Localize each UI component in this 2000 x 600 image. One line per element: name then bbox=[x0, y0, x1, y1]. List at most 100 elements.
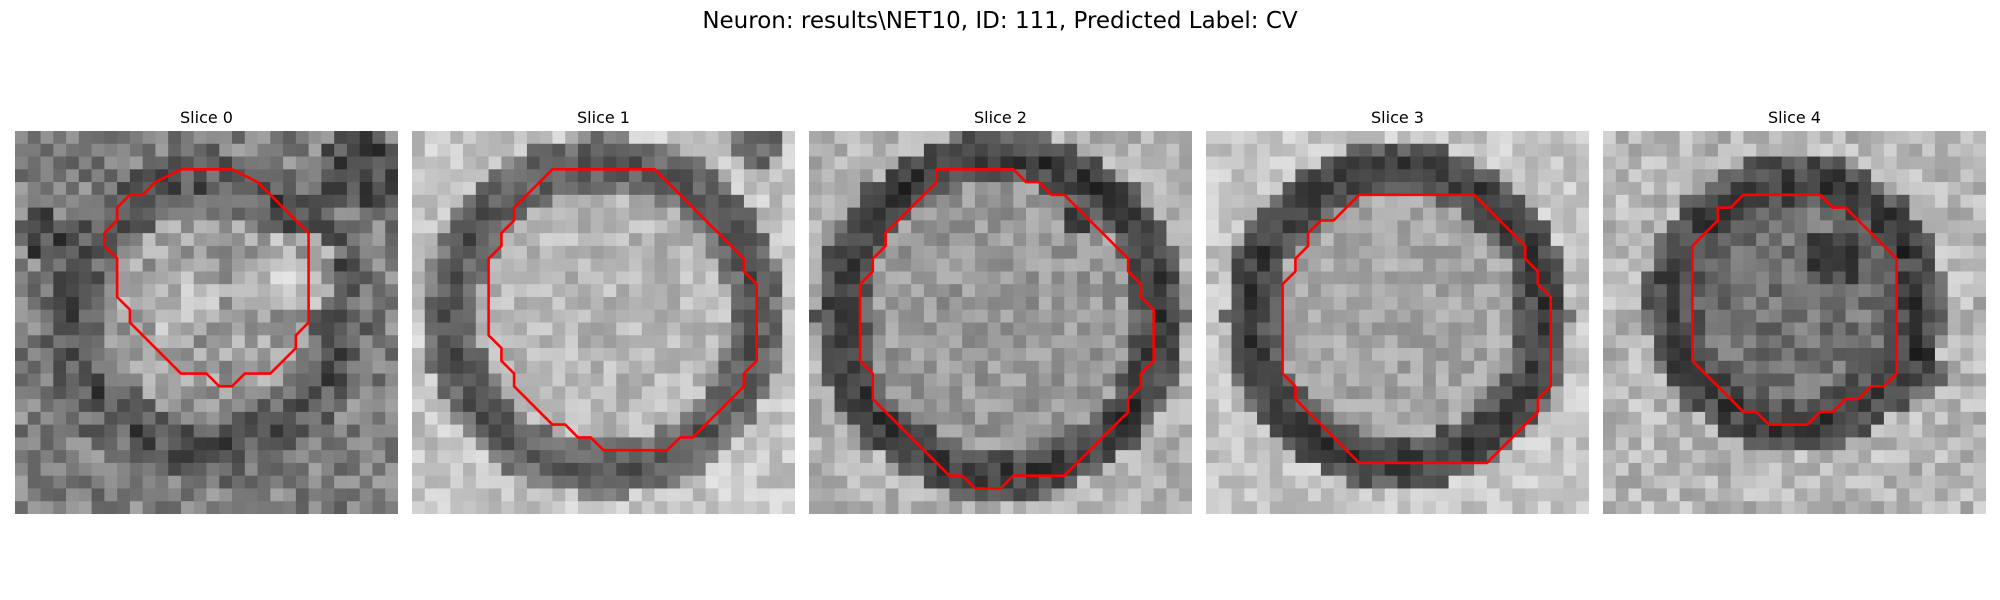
pixel bbox=[1756, 437, 1770, 451]
pixel bbox=[1397, 194, 1411, 209]
pixel bbox=[1896, 501, 1910, 514]
pixel bbox=[1705, 450, 1719, 464]
pixel bbox=[27, 309, 42, 324]
pixel bbox=[974, 271, 989, 285]
pixel bbox=[718, 373, 732, 387]
pixel bbox=[1525, 143, 1539, 158]
pixel bbox=[295, 462, 310, 477]
pixel bbox=[193, 411, 208, 426]
pixel bbox=[232, 348, 246, 362]
pixel bbox=[1628, 437, 1642, 451]
pixel bbox=[898, 411, 912, 426]
pixel bbox=[1320, 169, 1335, 183]
pixel bbox=[270, 245, 284, 260]
pixel bbox=[1435, 233, 1450, 247]
pixel bbox=[1153, 322, 1168, 336]
pixel bbox=[27, 335, 42, 349]
pixel bbox=[1550, 360, 1565, 375]
pixel bbox=[1832, 258, 1847, 273]
pixel bbox=[1038, 475, 1053, 490]
pixel bbox=[756, 335, 771, 349]
pixel bbox=[78, 411, 93, 426]
pixel bbox=[1218, 245, 1233, 260]
pixel bbox=[1576, 424, 1589, 438]
pixel bbox=[501, 386, 515, 400]
pixel bbox=[1628, 309, 1642, 324]
pixel bbox=[180, 143, 195, 158]
pixel bbox=[206, 182, 220, 196]
pixel bbox=[129, 335, 144, 349]
pixel bbox=[1883, 296, 1898, 311]
pixel bbox=[193, 220, 208, 234]
pixel bbox=[782, 386, 795, 400]
pixel bbox=[1730, 233, 1745, 247]
pixel bbox=[1218, 322, 1233, 336]
pixel bbox=[1128, 182, 1142, 196]
pixel bbox=[372, 360, 386, 375]
pixel bbox=[385, 156, 398, 170]
pixel bbox=[1000, 437, 1014, 451]
pixel bbox=[962, 348, 976, 362]
pixel bbox=[756, 245, 771, 260]
pixel bbox=[1934, 182, 1949, 196]
pixel bbox=[1654, 169, 1668, 183]
pixel bbox=[117, 207, 131, 221]
pixel bbox=[577, 424, 592, 438]
pixel bbox=[526, 462, 541, 477]
pixel bbox=[1269, 143, 1284, 158]
pixel bbox=[1768, 220, 1783, 234]
pixel bbox=[1871, 143, 1885, 158]
pixel bbox=[1140, 309, 1155, 324]
pixel bbox=[1231, 450, 1245, 464]
pixel bbox=[1858, 488, 1872, 502]
pixel bbox=[987, 220, 1002, 234]
pixel bbox=[1832, 194, 1847, 209]
pixel bbox=[1705, 437, 1719, 451]
pixel bbox=[1461, 335, 1475, 349]
pixel bbox=[475, 258, 490, 273]
pixel bbox=[308, 373, 322, 387]
pixel bbox=[1807, 156, 1821, 170]
pixel bbox=[667, 335, 681, 349]
slice-image-0 bbox=[15, 131, 398, 514]
pixel bbox=[321, 475, 335, 490]
pixel bbox=[1641, 501, 1655, 514]
pixel bbox=[923, 169, 938, 183]
pixel bbox=[91, 335, 105, 349]
pixel bbox=[232, 411, 246, 426]
pixel bbox=[206, 488, 220, 502]
pixel bbox=[552, 437, 566, 451]
pixel bbox=[1537, 169, 1552, 183]
pixel bbox=[641, 411, 656, 426]
pixel bbox=[1410, 322, 1424, 336]
pixel bbox=[1346, 488, 1360, 502]
pixel bbox=[1320, 258, 1335, 273]
pixel bbox=[1832, 437, 1847, 451]
pixel bbox=[885, 386, 899, 400]
pixel bbox=[1641, 386, 1655, 400]
pixel bbox=[424, 462, 439, 477]
pixel bbox=[1909, 322, 1923, 336]
pixel bbox=[526, 233, 541, 247]
pixel bbox=[1692, 156, 1706, 170]
pixel bbox=[834, 335, 848, 349]
pixel bbox=[821, 156, 836, 170]
pixel bbox=[1346, 322, 1360, 336]
pixel bbox=[782, 501, 795, 514]
pixel bbox=[692, 360, 707, 375]
pixel bbox=[104, 233, 118, 247]
pixel bbox=[962, 296, 976, 311]
pixel bbox=[1397, 169, 1411, 183]
pixel bbox=[40, 220, 54, 234]
pixel bbox=[1115, 258, 1129, 273]
pixel bbox=[514, 296, 528, 311]
pixel bbox=[1474, 399, 1488, 413]
pixel bbox=[180, 437, 195, 451]
pixel bbox=[1960, 258, 1974, 273]
pixel bbox=[1641, 309, 1655, 324]
pixel bbox=[15, 335, 29, 349]
pixel bbox=[1820, 271, 1834, 285]
pixel bbox=[962, 424, 976, 438]
pixel bbox=[1102, 296, 1116, 311]
pixel bbox=[641, 462, 656, 477]
